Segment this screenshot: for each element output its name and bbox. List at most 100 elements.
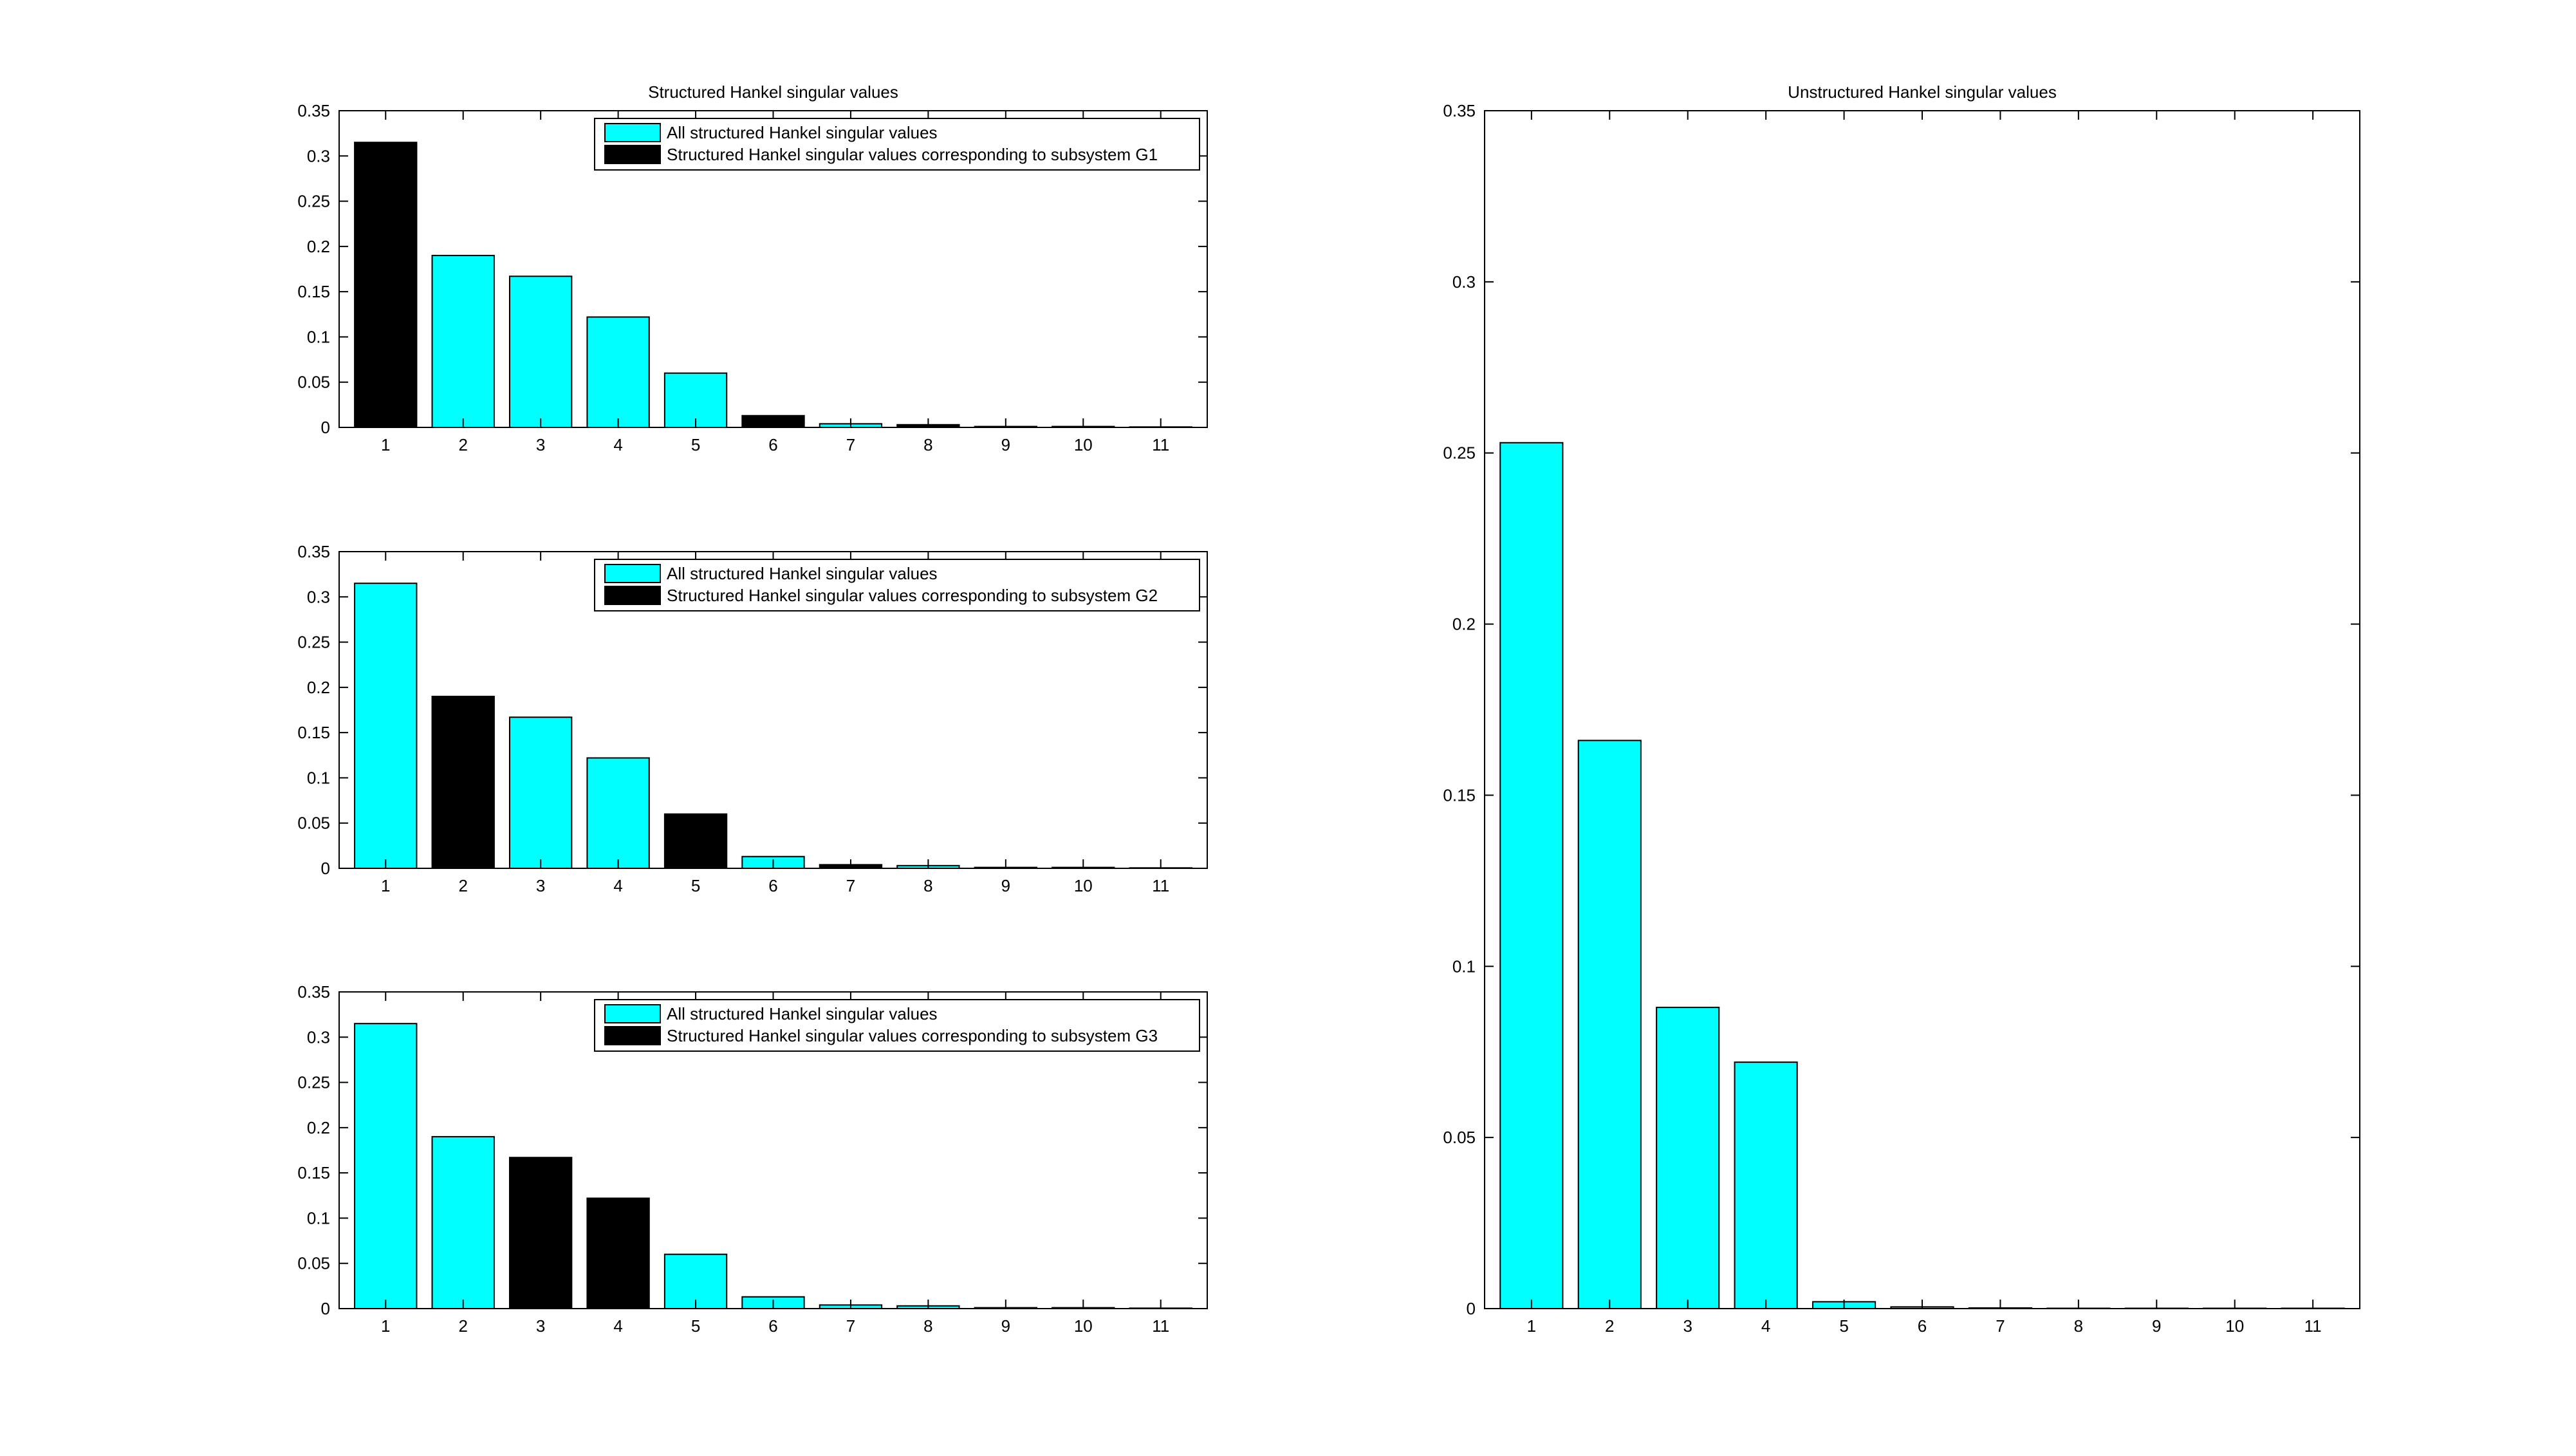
- y-tick-label: 0.05: [297, 1254, 330, 1273]
- y-tick-label: 0.15: [1443, 785, 1476, 805]
- bar-5: [663, 372, 728, 429]
- x-tick-label: 8: [923, 1316, 932, 1336]
- legend-swatch: [604, 1026, 661, 1045]
- bar-1: [354, 583, 418, 869]
- y-tick-label: 0.15: [297, 282, 330, 301]
- x-tick-label: 6: [768, 876, 777, 895]
- x-tick-label: 7: [846, 1316, 855, 1336]
- bar-2: [431, 1135, 495, 1310]
- y-tick-label: 0.2: [307, 237, 330, 256]
- x-tick-label: 10: [1074, 435, 1093, 454]
- x-tick-label: 3: [536, 1316, 545, 1336]
- chart-4: 0 0.05 0.1 0.15 0.2 0.25 0.3 0.35 1 2 3 4 5 6 7 8 9 10 11 U…: [1443, 82, 2360, 1336]
- x-tick-label: 8: [923, 876, 932, 895]
- bar-2: [431, 695, 495, 870]
- x-tick-label: 8: [923, 435, 932, 454]
- x-tick-label: 4: [613, 876, 622, 895]
- y-tick-label: 0.05: [297, 814, 330, 833]
- y-tick-label: 0: [321, 859, 330, 878]
- x-tick-label: 4: [613, 1316, 622, 1336]
- bar-5: [663, 1253, 728, 1309]
- x-tick-label: 5: [691, 876, 700, 895]
- legend: All structured Hankel singular values Str…: [594, 559, 1200, 611]
- x-tick-label: 2: [458, 1316, 467, 1336]
- legend-box: [594, 118, 1200, 171]
- x-tick-label: 9: [2152, 1316, 2161, 1336]
- x-tick-label: 3: [536, 876, 545, 895]
- y-tick-label: 0.25: [297, 192, 330, 211]
- y-tick-label: 0.1: [307, 1208, 330, 1227]
- y-tick-label: 0.15: [297, 723, 330, 742]
- legend: All structured Hankel singular values Str…: [594, 999, 1200, 1052]
- y-tick-label: 0.35: [297, 101, 330, 120]
- y-tick-label: 0.35: [1443, 101, 1476, 120]
- y-tick-label: 0.3: [307, 1027, 330, 1047]
- legend-label: All structured Hankel singular values: [667, 564, 938, 583]
- y-tick-label: 0.3: [307, 146, 330, 165]
- x-tick-label: 5: [691, 435, 700, 454]
- x-tick-label: 7: [846, 435, 855, 454]
- bar-5: [663, 813, 728, 869]
- bar-3: [508, 1157, 573, 1310]
- x-tick-label: 3: [1683, 1316, 1692, 1336]
- x-tick-label: 4: [1761, 1316, 1770, 1336]
- x-tick-label: 1: [1527, 1316, 1536, 1336]
- x-tick-label: 9: [1001, 876, 1010, 895]
- legend-label: Structured Hankel singular values corres…: [667, 1026, 1158, 1045]
- legend-label: Structured Hankel singular values corres…: [667, 586, 1158, 605]
- chart-title: Structured Hankel singular values: [648, 82, 898, 102]
- y-tick-label: 0.3: [1452, 272, 1476, 292]
- bar-3: [1656, 1007, 1720, 1309]
- x-tick-label: 3: [536, 435, 545, 454]
- bar-4: [586, 316, 650, 429]
- bar-3: [508, 716, 573, 870]
- y-tick-label: 0.05: [1443, 1128, 1476, 1147]
- x-tick-label: 1: [381, 876, 390, 895]
- y-tick-label: 0.25: [1443, 443, 1476, 463]
- bar-1: [1499, 442, 1564, 1310]
- x-tick-label: 2: [1605, 1316, 1614, 1336]
- x-tick-label: 11: [1152, 435, 1169, 454]
- x-tick-label: 4: [613, 435, 622, 454]
- x-tick-label: 2: [458, 876, 467, 895]
- x-tick-label: 9: [1001, 435, 1010, 454]
- x-tick-label: 11: [2304, 1316, 2322, 1336]
- x-tick-label: 11: [1152, 1316, 1169, 1336]
- legend-box: [594, 559, 1200, 611]
- bar-4: [1734, 1061, 1798, 1310]
- x-tick-label: 8: [2074, 1316, 2083, 1336]
- x-tick-label: 11: [1152, 876, 1169, 895]
- bar-3: [508, 275, 573, 429]
- y-tick-label: 0.35: [297, 982, 330, 1002]
- x-tick-label: 9: [1001, 1316, 1010, 1336]
- bar-4: [586, 1197, 650, 1309]
- bar-4: [586, 757, 650, 869]
- bar-1: [354, 142, 418, 428]
- y-tick-label: 0: [321, 1299, 330, 1318]
- y-tick-label: 0.05: [297, 373, 330, 392]
- legend-label: All structured Hankel singular values: [667, 1004, 938, 1023]
- x-tick-label: 1: [381, 435, 390, 454]
- legend-swatch: [604, 123, 661, 142]
- y-tick-label: 0.2: [1452, 615, 1476, 634]
- y-tick-label: 0.2: [307, 678, 330, 697]
- y-tick-label: 0.25: [297, 1073, 330, 1092]
- x-tick-label: 1: [381, 1316, 390, 1336]
- legend-label: Structured Hankel singular values corres…: [667, 145, 1158, 164]
- chart-title: Unstructured Hankel singular values: [1788, 82, 2057, 102]
- y-tick-label: 0.25: [297, 633, 330, 652]
- legend-swatch: [604, 564, 661, 583]
- legend-swatch: [604, 1004, 661, 1023]
- chart-1: 0 0.05 0.1 0.15 0.2 0.25 0.3 0.35 1 2 3 4 5 6 7 8 9 10 11 S…: [297, 82, 1208, 454]
- x-tick-label: 7: [1996, 1316, 2005, 1336]
- bar-2: [1577, 740, 1642, 1309]
- y-tick-label: 0.15: [297, 1163, 330, 1182]
- legend-swatch: [604, 586, 661, 605]
- chart-2: 0 0.05 0.1 0.15 0.2 0.25 0.3 0.35 1 2 3 4 5 6 7 8 9 10 11 A…: [297, 542, 1208, 895]
- y-tick-label: 0.35: [297, 542, 330, 561]
- x-tick-label: 10: [1074, 876, 1093, 895]
- legend-label: All structured Hankel singular values: [667, 123, 938, 142]
- legend-box: [594, 999, 1200, 1052]
- bar-1: [354, 1023, 418, 1309]
